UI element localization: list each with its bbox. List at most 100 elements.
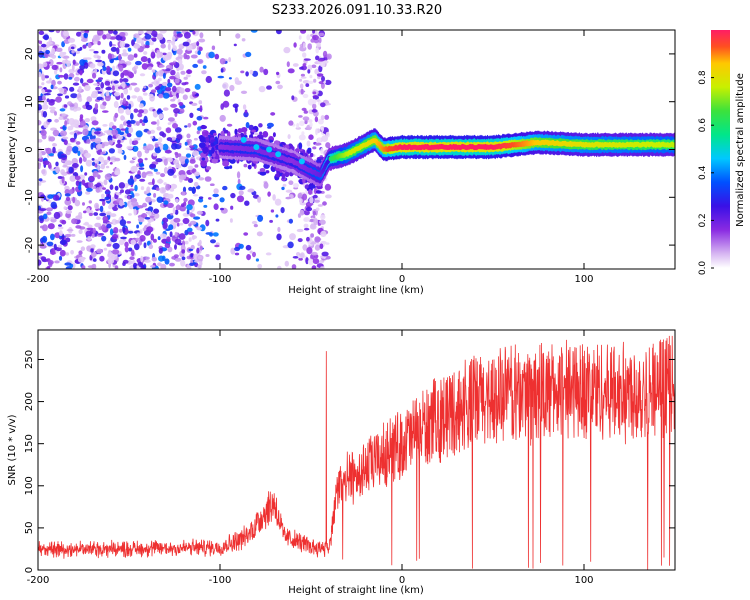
spectrogram-cell xyxy=(178,108,185,114)
spectrogram-cell xyxy=(108,140,114,146)
spectrogram-cell xyxy=(46,241,54,247)
spectrogram-cell xyxy=(191,91,197,95)
spectrogram-cell xyxy=(87,236,92,241)
spectrogram-cell xyxy=(153,168,158,172)
spectrogram-cell xyxy=(189,145,195,148)
spectrogram-cell xyxy=(50,233,55,241)
spectrogram-cell xyxy=(134,193,140,197)
spectrogram-cell xyxy=(219,114,226,122)
spectrogram-cell xyxy=(259,66,264,73)
spectrogram-cell xyxy=(247,164,252,170)
spectrogram-cell xyxy=(313,199,320,203)
spectrogram-cell xyxy=(123,88,127,95)
spectrogram-cell xyxy=(92,227,97,234)
spectrogram-cell xyxy=(101,224,106,232)
spectrogram-cell xyxy=(96,30,104,36)
colorbar-tick-label: 0.4 xyxy=(698,165,708,180)
spectrogram-cell xyxy=(38,252,43,256)
spectrogram-cell xyxy=(52,194,60,201)
spectrogram-cell xyxy=(243,131,247,136)
spectrogram-cell xyxy=(63,104,68,108)
spectrogram-cell xyxy=(167,43,171,51)
spectrogram-cell xyxy=(51,54,57,59)
spectrogram-cell xyxy=(165,64,173,70)
spectrogram-cell xyxy=(139,119,143,124)
spectrogram-cell xyxy=(150,30,158,36)
spectrogram-cell xyxy=(315,142,322,146)
spectrogram-cell xyxy=(170,183,178,190)
spectrogram-cell xyxy=(67,205,73,211)
spectrogram-cell xyxy=(309,152,314,158)
spectrogram-cell xyxy=(75,141,81,145)
spectrogram-cell xyxy=(178,233,186,240)
y-tick-label: 100 xyxy=(24,476,35,495)
spectrogram-cell xyxy=(236,195,245,203)
spectrogram-cell xyxy=(114,112,119,118)
spectrogram-cell xyxy=(106,129,114,136)
spectrogram-cell xyxy=(140,255,144,263)
spectrogram-cell xyxy=(50,201,57,209)
spectrogram-cell xyxy=(302,93,309,99)
spectrogram-cell xyxy=(111,233,119,240)
spectrogram-cell xyxy=(185,147,191,151)
spectrogram-cell xyxy=(117,135,123,140)
y-tick-label: 200 xyxy=(24,392,35,411)
spectrogram-cell xyxy=(277,84,283,90)
colorbar: 0.0 0.2 0.4 0.6 0.8 Normalized spectral ampl… xyxy=(698,30,746,275)
spectrogram-cell xyxy=(105,33,112,40)
spectrogram-cell xyxy=(192,30,196,35)
spectrogram-cell xyxy=(192,150,200,157)
spectrogram-cell xyxy=(173,159,180,166)
spectrogram-cell xyxy=(63,206,67,210)
spectrogram-cell xyxy=(244,109,248,114)
spectrogram-cell xyxy=(60,155,67,158)
spectrogram-cell xyxy=(302,152,307,157)
spectrogram-cell xyxy=(39,244,47,249)
spectrogram-cell xyxy=(185,74,191,78)
spectrogram-cell xyxy=(74,199,81,207)
spectrogram-cell xyxy=(205,75,212,84)
spectrogram-cell xyxy=(317,118,324,125)
spectrogram-cell xyxy=(113,91,120,97)
spectrogram-cell xyxy=(311,64,317,69)
spectrogram-cell xyxy=(178,170,186,176)
spectrogram-cell xyxy=(111,129,118,136)
spectrogram-cell xyxy=(94,131,101,135)
spectrogram-cell xyxy=(112,65,116,72)
spectrogram-cell xyxy=(176,134,183,141)
spectrogram-cell xyxy=(297,148,303,152)
spectrogram-cell xyxy=(70,46,75,50)
spectrogram-cell xyxy=(230,192,236,199)
spectrogram-cell xyxy=(62,136,69,140)
spectrogram-cell xyxy=(41,82,45,86)
spectrogram-cell xyxy=(150,37,157,41)
spectrogram-cell xyxy=(80,165,84,173)
spectrogram-cell xyxy=(97,55,101,59)
spectrogram-cell xyxy=(189,262,195,266)
spectrogram-cell xyxy=(112,242,120,250)
spectrogram-cell xyxy=(193,194,199,197)
spectrogram-cell xyxy=(52,129,60,137)
spectrogram-cell xyxy=(166,51,173,59)
spectrogram-cell xyxy=(145,256,150,260)
spectrogram-cell xyxy=(54,118,59,123)
spectrogram-cell xyxy=(43,34,49,41)
spectrogram-cell xyxy=(229,218,233,223)
spectrogram-cell xyxy=(61,176,65,184)
spectrogram-cell xyxy=(235,33,241,39)
spectrogram-cell xyxy=(156,51,161,59)
spectrogram-cell xyxy=(317,137,322,143)
spectrogram-cell xyxy=(79,70,83,76)
spectrogram-cell xyxy=(196,41,200,47)
spectrogram-cell xyxy=(198,100,203,105)
spectrogram-cell xyxy=(69,103,75,108)
spectrogram-cell xyxy=(223,89,230,97)
spectrogram-cell xyxy=(50,168,56,171)
spectrogram-cell xyxy=(82,128,89,136)
spectrogram-cell xyxy=(298,142,303,150)
spectrogram-cell xyxy=(93,212,99,216)
spectrogram-cell xyxy=(302,244,308,251)
spectrogram-cell xyxy=(166,202,174,208)
spectrogram-cell xyxy=(94,163,98,168)
spectrogram-cell xyxy=(144,34,152,40)
